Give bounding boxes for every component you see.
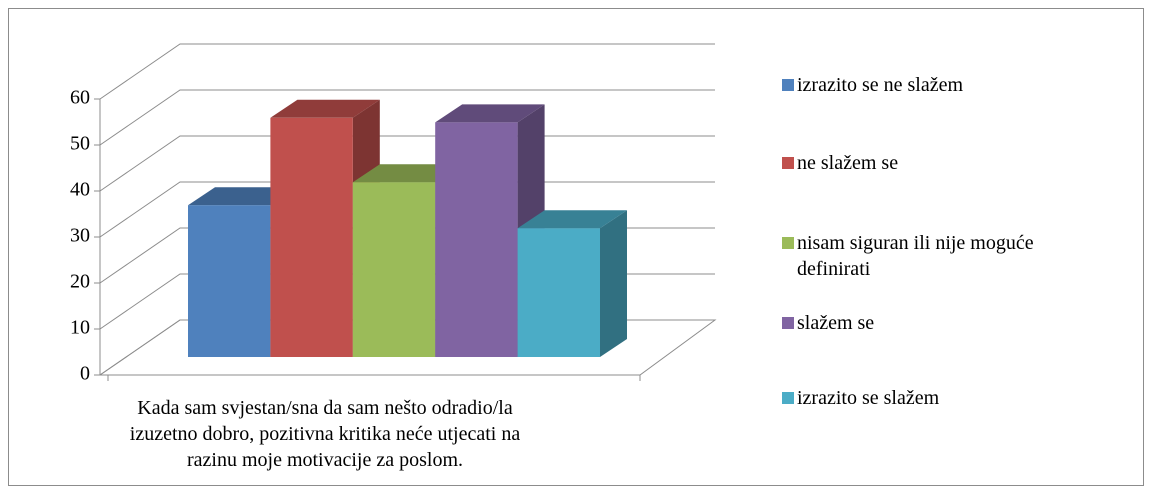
bar-top [352,164,463,183]
legend-entry: izrazito se ne slažem [782,72,1122,98]
grid-line [99,43,715,100]
legend-swatch [782,79,794,91]
bar-top [517,210,627,229]
legend-label: ne slažem se [797,152,899,174]
grid-line [99,89,715,146]
legend-label: nisam siguran ili nije moguće definirati [797,232,1034,280]
legend-swatch [782,237,794,249]
y-tick-label: 20 [70,271,90,293]
y-tick-label: 30 [70,225,90,247]
legend-swatch [782,317,794,329]
legend-entry: nisam siguran ili nije moguće definirati [782,230,1122,282]
bar [517,228,600,357]
y-tick-label: 40 [70,179,90,201]
bar-top [435,104,545,123]
y-tick-label: 50 [70,133,90,155]
legend-swatch [782,157,794,169]
bar [270,117,353,357]
legend-swatch [782,392,794,404]
bar [188,205,271,357]
legend-entry: slažem se [782,310,1122,336]
legend-label: izrazito se slažem [797,387,940,409]
category-label: Kada sam svjestan/sna da sam nešto odrad… [129,397,521,471]
legend-entry: ne slažem se [782,150,1122,176]
legend-label: izrazito se ne slažem [797,74,964,96]
chart-border [8,8,1144,486]
bar-top [188,187,298,206]
legend-entry: izrazito se slažem [782,385,1122,411]
y-tick-label: 10 [70,317,90,339]
bar-top [270,99,380,118]
y-tick-label: 60 [70,87,90,109]
bar-side [600,210,627,357]
bar [352,182,436,357]
bar [435,122,518,358]
y-tick-label: 0 [80,363,90,385]
legend-label: slažem se [797,312,875,334]
